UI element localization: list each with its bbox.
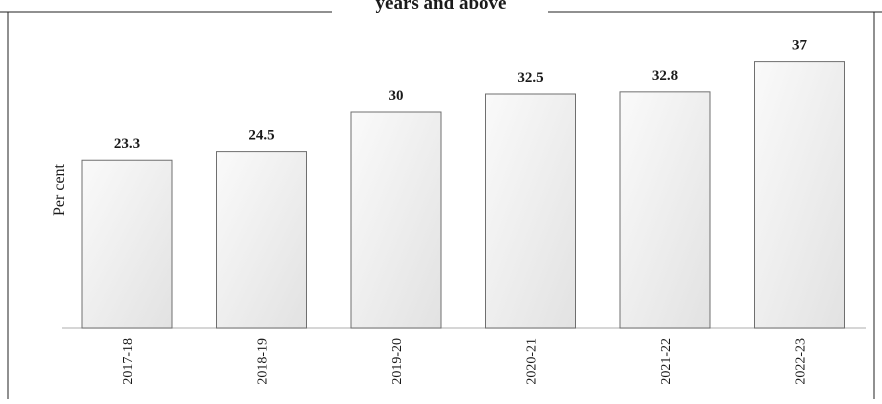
value-label-2021-22: 32.8 <box>652 68 678 84</box>
bar-2018-19 <box>216 151 307 329</box>
value-label-2020-21: 32.5 <box>517 70 543 86</box>
value-label-2018-19: 24.5 <box>248 128 274 144</box>
title-backdrop <box>332 0 548 14</box>
value-label-2019-20: 30 <box>389 88 404 104</box>
x-tick-label-2021-22: 2021-22 <box>659 338 674 385</box>
bar-2019-20 <box>350 111 442 329</box>
x-tick-label-2020-21: 2020-21 <box>525 338 540 385</box>
x-tick-label-2018-19: 2018-19 <box>256 338 271 385</box>
chart-title: years and above <box>376 0 507 14</box>
x-tick-label-2022-23: 2022-23 <box>794 338 809 385</box>
bar-2017-18 <box>81 159 173 329</box>
bars-group <box>81 61 845 329</box>
x-tick-label-2019-20: 2019-20 <box>390 338 405 385</box>
bar-2022-23 <box>754 61 845 329</box>
bar-2020-21 <box>485 93 576 329</box>
value-label-2017-18: 23.3 <box>114 136 140 152</box>
value-label-2022-23: 37 <box>792 38 808 54</box>
x-tick-label-2017-18: 2017-18 <box>121 338 136 385</box>
x-tick-labels-group: 2017-18 2018-19 2019-20 2020-21 2021-22 2022-… <box>121 338 809 385</box>
y-axis-label: Per cent <box>51 163 68 216</box>
value-labels-group: 23.3 24.5 30 32.5 32.8 37 <box>114 38 808 153</box>
bar-2021-22 <box>619 91 711 329</box>
